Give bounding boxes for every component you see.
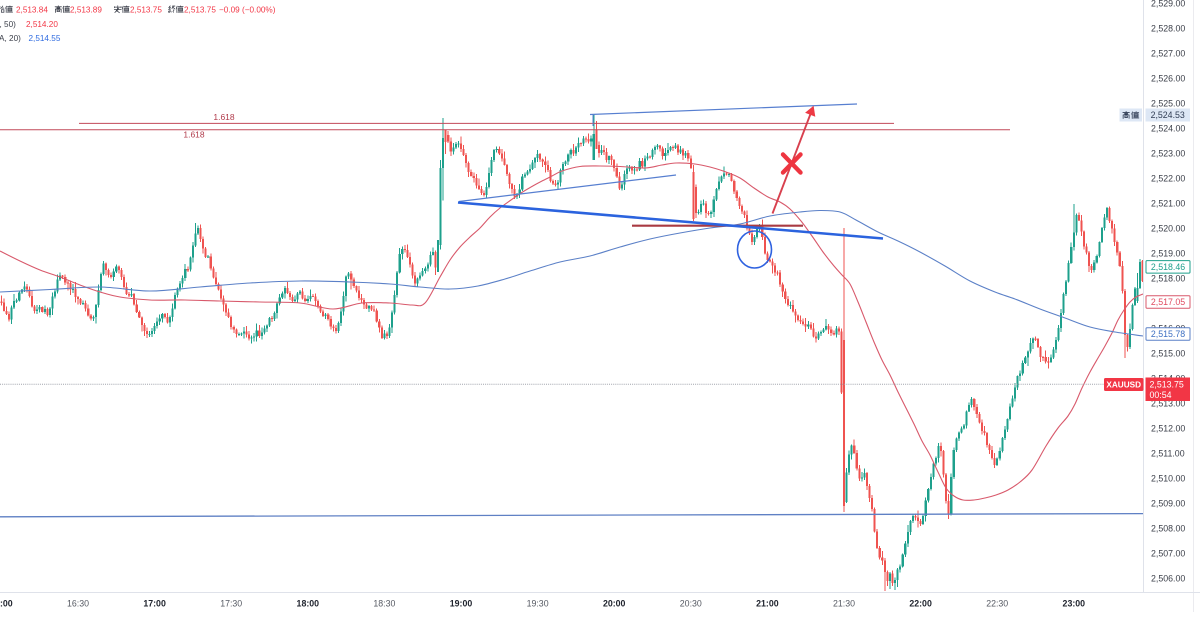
svg-text:2,524.53: 2,524.53 <box>1151 110 1185 120</box>
svg-text:2,513.842,513.892,513.752,513.: 2,513.84 2,513.89 2,513.75 2,513.75 −0.09 (−… <box>16 5 276 14</box>
svg-text:2,526.00: 2,526.00 <box>1151 73 1185 83</box>
svg-text:19:00: 19:00 <box>450 599 473 609</box>
svg-text:A, 50)2,514.20: A, 50)2,514.20 <box>0 20 58 29</box>
svg-text:20:00: 20:00 <box>603 599 626 609</box>
svg-text:2,510.00: 2,510.00 <box>1151 473 1185 483</box>
svg-text:18:00: 18:00 <box>297 599 320 609</box>
svg-text:XAUUSD: XAUUSD <box>1106 380 1141 389</box>
svg-text:17:00: 17:00 <box>143 599 166 609</box>
svg-text:2,527.00: 2,527.00 <box>1151 48 1185 58</box>
svg-text:2,518.00: 2,518.00 <box>1151 273 1185 283</box>
svg-text:2,508.00: 2,508.00 <box>1151 523 1185 533</box>
svg-text:2,524.00: 2,524.00 <box>1151 123 1185 133</box>
svg-text:00:54: 00:54 <box>1150 390 1172 400</box>
svg-text:2,525.00: 2,525.00 <box>1151 98 1185 108</box>
svg-text:2,509.00: 2,509.00 <box>1151 498 1185 508</box>
svg-text:22:30: 22:30 <box>986 599 1008 609</box>
svg-text:2,517.05: 2,517.05 <box>1151 297 1185 307</box>
svg-text:2,521.00: 2,521.00 <box>1151 198 1185 208</box>
svg-text:2,515.00: 2,515.00 <box>1151 348 1185 358</box>
svg-text:21:30: 21:30 <box>833 599 855 609</box>
svg-text:2,519.00: 2,519.00 <box>1151 248 1185 258</box>
svg-text:16:30: 16:30 <box>67 599 89 609</box>
svg-text:20:30: 20:30 <box>680 599 702 609</box>
svg-text:2,515.78: 2,515.78 <box>1151 329 1185 339</box>
svg-text:A, 20)2,514.55: A, 20) 2,514.55 <box>0 34 61 43</box>
svg-text:2,528.00: 2,528.00 <box>1151 23 1185 33</box>
svg-text:18:30: 18:30 <box>373 599 395 609</box>
svg-text:2,511.00: 2,511.00 <box>1151 448 1185 458</box>
svg-text:16:00: 16:00 <box>0 599 13 609</box>
svg-text:23:00: 23:00 <box>1063 599 1086 609</box>
svg-text:2,513.75: 2,513.75 <box>1150 379 1184 389</box>
svg-text:21:00: 21:00 <box>756 599 779 609</box>
svg-text:17:30: 17:30 <box>220 599 242 609</box>
svg-text:2,523.00: 2,523.00 <box>1151 148 1185 158</box>
svg-text:19:30: 19:30 <box>527 599 549 609</box>
svg-text:2,518.46: 2,518.46 <box>1151 262 1185 272</box>
svg-text:2,520.00: 2,520.00 <box>1151 223 1185 233</box>
svg-text:2,513.00: 2,513.00 <box>1151 398 1185 408</box>
svg-text:2,506.00: 2,506.00 <box>1151 573 1185 583</box>
svg-text:2,512.00: 2,512.00 <box>1151 423 1185 433</box>
svg-text:2,507.00: 2,507.00 <box>1151 548 1185 558</box>
svg-text:2,529.00: 2,529.00 <box>1151 0 1185 8</box>
svg-text:22:00: 22:00 <box>909 599 932 609</box>
svg-text:2,522.00: 2,522.00 <box>1151 173 1185 183</box>
svg-text:1.618: 1.618 <box>183 130 205 140</box>
svg-text:1.618: 1.618 <box>213 112 235 122</box>
